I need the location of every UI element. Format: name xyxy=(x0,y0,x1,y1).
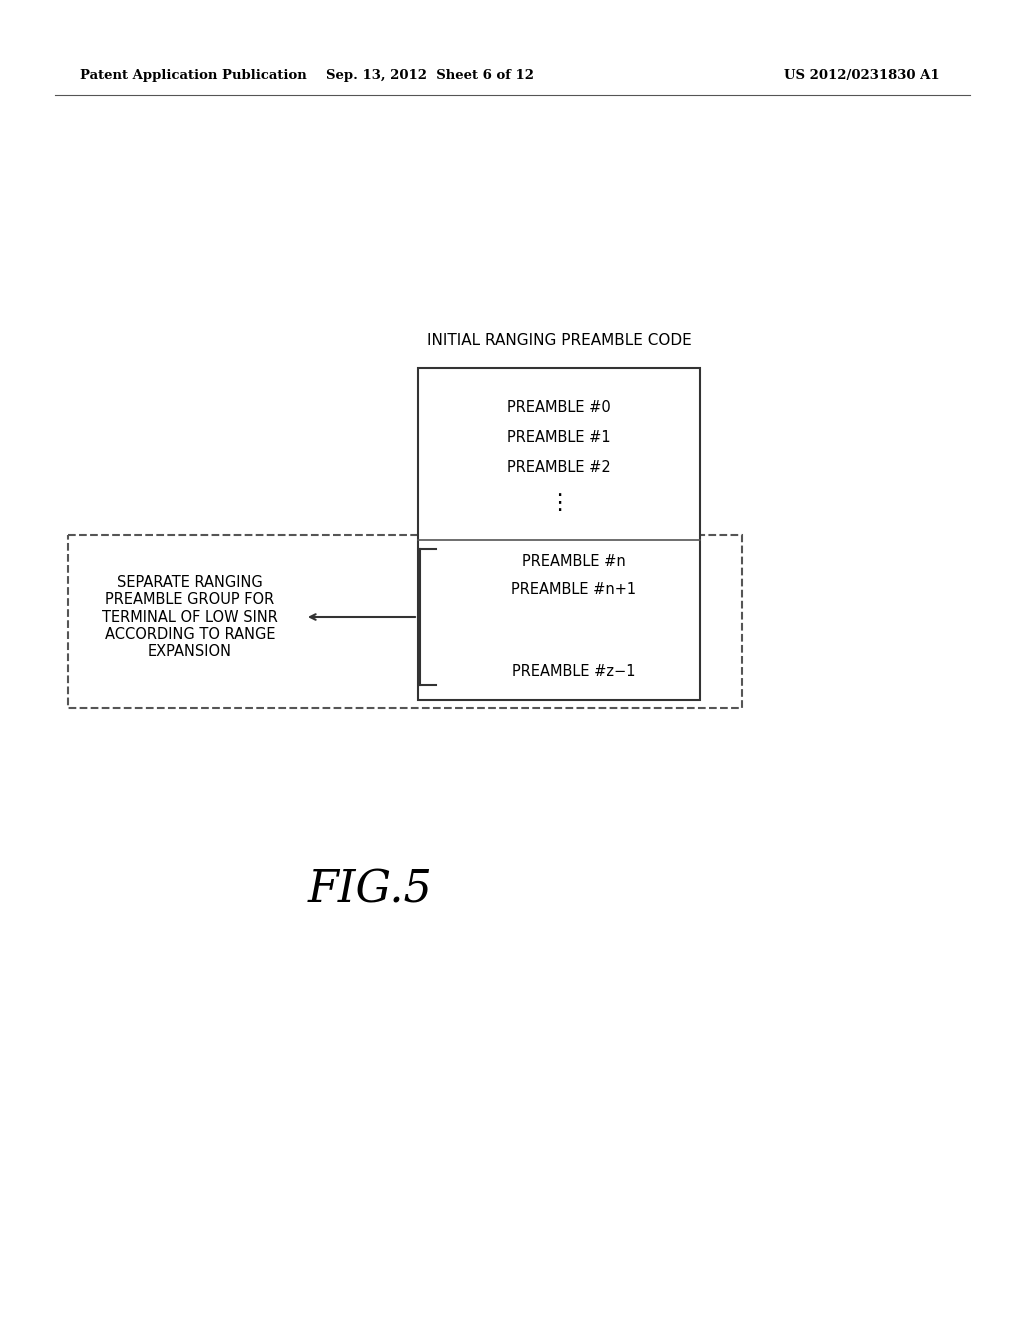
Text: PREAMBLE #0: PREAMBLE #0 xyxy=(507,400,611,416)
Text: INITIAL RANGING PREAMBLE CODE: INITIAL RANGING PREAMBLE CODE xyxy=(427,333,691,348)
Text: PREAMBLE #z−1: PREAMBLE #z−1 xyxy=(512,664,636,680)
Text: ⋮: ⋮ xyxy=(548,492,570,513)
Text: US 2012/0231830 A1: US 2012/0231830 A1 xyxy=(784,69,940,82)
Text: PREAMBLE #n: PREAMBLE #n xyxy=(522,554,626,569)
Text: PREAMBLE #1: PREAMBLE #1 xyxy=(507,430,610,446)
Text: Sep. 13, 2012  Sheet 6 of 12: Sep. 13, 2012 Sheet 6 of 12 xyxy=(326,69,534,82)
Bar xyxy=(418,368,700,700)
Text: FIG.5: FIG.5 xyxy=(307,869,432,912)
Text: Patent Application Publication: Patent Application Publication xyxy=(80,69,307,82)
Text: SEPARATE RANGING
PREAMBLE GROUP FOR
TERMINAL OF LOW SINR
ACCORDING TO RANGE
EXPA: SEPARATE RANGING PREAMBLE GROUP FOR TERM… xyxy=(102,574,278,659)
Bar xyxy=(68,535,742,708)
Text: PREAMBLE #2: PREAMBLE #2 xyxy=(507,461,611,475)
Text: PREAMBLE #n+1: PREAMBLE #n+1 xyxy=(511,582,637,598)
